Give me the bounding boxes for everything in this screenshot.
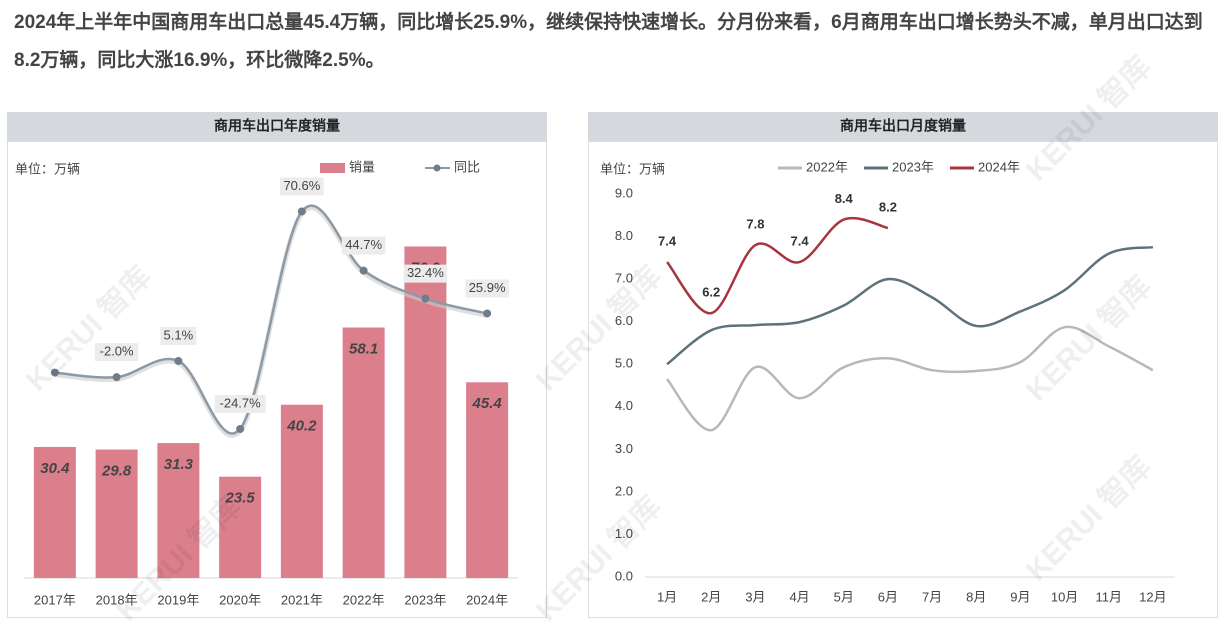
label-box [341, 236, 386, 255]
y-tick-label: 9.0 [615, 185, 633, 200]
watermark: KERUI 智库 [530, 490, 668, 621]
x-tick-label: 3月 [745, 589, 765, 604]
data-label: 32.4% [407, 265, 444, 280]
y-tick-label: 2.0 [615, 483, 633, 498]
x-tick-label: 1月 [657, 589, 677, 604]
legend-label: 销量 [349, 159, 375, 174]
y-tick-label: 8.0 [615, 228, 633, 243]
x-tick-label: 2022年 [343, 592, 385, 607]
y-tick-label: 1.0 [615, 526, 633, 541]
x-tick-label: 12月 [1139, 589, 1166, 604]
panel [7, 141, 547, 618]
data-label: 7.4 [658, 234, 677, 249]
label-box [465, 279, 509, 298]
legend-marker [433, 164, 441, 172]
bar-label: 45.4 [472, 395, 503, 412]
x-tick-label: 8月 [966, 589, 986, 604]
x-tick-label: 2月 [701, 589, 721, 604]
bar-label: 58.1 [349, 340, 378, 357]
x-tick-label: 6月 [878, 589, 898, 604]
x-tick-label: 5月 [834, 589, 854, 604]
data-label: -2.0% [100, 344, 134, 359]
x-tick-label: 2024年 [466, 592, 508, 607]
bar [95, 449, 138, 578]
label-box [214, 394, 266, 413]
label-box [160, 326, 197, 345]
x-tick-label: 2019年 [157, 592, 199, 607]
line-marker [359, 266, 368, 275]
x-tick-label: 2023年 [404, 592, 446, 607]
data-label: -24.7% [220, 395, 262, 410]
data-label: 25.9% [469, 280, 506, 295]
y-tick-label: 7.0 [615, 271, 633, 286]
bar [280, 404, 323, 578]
bar-label: 31.3 [164, 456, 194, 473]
data-label: 8.2 [879, 199, 897, 214]
unit-label: 单位：万辆 [15, 161, 80, 176]
chart-title: 商用车出口年度销量 [214, 118, 340, 134]
y-tick-label: 0.0 [615, 568, 633, 583]
data-label: 5.1% [164, 327, 194, 342]
legend-label: 2022年 [806, 159, 848, 174]
bar [157, 443, 200, 578]
line [666, 216, 889, 315]
bar-label: 29.8 [101, 462, 132, 479]
y-tick-label: 4.0 [615, 398, 633, 413]
line-marker [483, 309, 492, 318]
line-marker [174, 356, 183, 365]
line [666, 245, 1154, 366]
y-tick-label: 6.0 [615, 313, 633, 328]
x-tick-label: 2018年 [96, 592, 138, 607]
legend-label: 同比 [454, 159, 480, 174]
bar [219, 476, 262, 578]
data-label: 7.8 [746, 217, 764, 232]
legend-swatch [320, 163, 345, 173]
label-box [280, 177, 324, 196]
label-box [403, 264, 448, 283]
line [54, 204, 488, 435]
bar-label: 23.5 [225, 490, 256, 507]
x-tick-label: 10月 [1051, 589, 1078, 604]
bar-label: 30.4 [40, 460, 70, 477]
chart-title: 商用车出口月度销量 [840, 118, 966, 134]
x-tick-label: 2020年 [219, 592, 261, 607]
data-label: 6.2 [702, 285, 720, 300]
watermark: KERUI 智库 [1020, 450, 1158, 588]
x-tick-label: 4月 [789, 589, 809, 604]
legend-label: 2024年 [978, 159, 1020, 174]
data-label: 44.7% [345, 237, 382, 252]
x-tick-label: 7月 [922, 589, 942, 604]
bar [466, 382, 509, 578]
panel [588, 141, 1218, 618]
line-marker [236, 424, 245, 433]
title-bar [7, 112, 547, 141]
bar-label: 40.2 [286, 418, 317, 435]
x-tick-label: 11月 [1096, 589, 1123, 604]
line-marker [112, 373, 121, 382]
data-label: 70.6% [283, 178, 320, 193]
line [666, 325, 1154, 432]
line-marker [50, 368, 59, 377]
data-label: 8.4 [835, 191, 854, 206]
title-bar [588, 112, 1218, 141]
watermark: KERUI 智库 [1020, 270, 1158, 408]
unit-label: 单位：万辆 [600, 161, 665, 176]
watermark: KERUI 智库 [530, 260, 668, 398]
legend-label: 2023年 [892, 159, 934, 174]
x-tick-label: 2021年 [281, 592, 323, 607]
label-box [94, 343, 139, 362]
x-tick-label: 9月 [1010, 589, 1030, 604]
bar [33, 446, 76, 578]
y-tick-label: 3.0 [615, 441, 633, 456]
header-text: 2024年上半年中国商用车出口总量45.4万辆，同比增长25.9%，继续保持快速… [14, 12, 1203, 71]
data-label: 7.4 [791, 234, 810, 249]
y-tick-label: 5.0 [615, 356, 633, 371]
line-marker [421, 294, 430, 303]
line-marker [297, 207, 306, 216]
bar [342, 327, 385, 578]
x-tick-label: 2017年 [34, 592, 76, 607]
